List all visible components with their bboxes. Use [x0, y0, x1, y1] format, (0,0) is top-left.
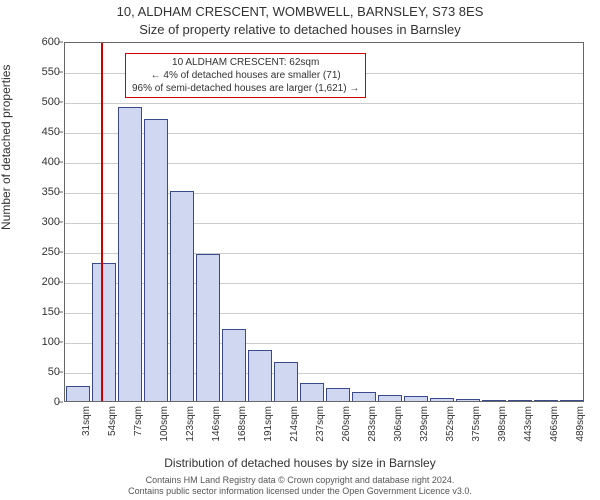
y-tick-label: 250	[20, 246, 60, 258]
histogram-bar	[326, 388, 351, 401]
histogram-bar	[66, 386, 91, 401]
x-tick-label: 214sqm	[289, 406, 300, 442]
histogram-bar	[404, 396, 429, 401]
gridline	[65, 103, 583, 104]
x-axis-label: Distribution of detached houses by size …	[0, 456, 600, 470]
x-tick-label: 100sqm	[159, 406, 170, 442]
x-tick-label: 260sqm	[341, 406, 352, 442]
y-tick-label: 0	[20, 396, 60, 408]
y-axis-label: Number of detached properties	[0, 65, 13, 230]
footer-line1: Contains HM Land Registry data © Crown c…	[0, 475, 600, 485]
histogram-bar	[274, 362, 299, 401]
x-tick-label: 191sqm	[263, 406, 274, 442]
y-tick-mark	[58, 222, 63, 223]
x-tick-label: 329sqm	[419, 406, 430, 442]
annotation-box: 10 ALDHAM CRESCENT: 62sqm← 4% of detache…	[125, 53, 366, 98]
x-tick-label: 168sqm	[237, 406, 248, 442]
footer-line2: Contains public sector information licen…	[0, 486, 600, 496]
histogram-bar	[144, 119, 169, 401]
y-tick-mark	[58, 372, 63, 373]
y-tick-label: 200	[20, 276, 60, 288]
y-tick-mark	[58, 342, 63, 343]
histogram-bar	[430, 398, 455, 401]
x-tick-label: 54sqm	[107, 406, 118, 436]
annotation-line3: 96% of semi-detached houses are larger (…	[132, 82, 359, 95]
annotation-line2: ← 4% of detached houses are smaller (71)	[132, 69, 359, 82]
y-tick-label: 550	[20, 66, 60, 78]
chart-container: 10, ALDHAM CRESCENT, WOMBWELL, BARNSLEY,…	[0, 0, 600, 500]
y-tick-mark	[58, 102, 63, 103]
y-tick-mark	[58, 192, 63, 193]
histogram-bar	[482, 400, 507, 401]
histogram-bar	[508, 400, 533, 401]
histogram-bar	[352, 392, 377, 401]
x-tick-label: 352sqm	[445, 406, 456, 442]
y-tick-label: 600	[20, 36, 60, 48]
histogram-bar	[170, 191, 195, 401]
footer-attribution: Contains HM Land Registry data © Crown c…	[0, 475, 600, 496]
y-tick-mark	[58, 132, 63, 133]
y-tick-mark	[58, 282, 63, 283]
x-tick-label: 466sqm	[549, 406, 560, 442]
histogram-bar	[534, 400, 559, 401]
histogram-bar	[222, 329, 247, 401]
histogram-bar	[248, 350, 273, 401]
x-tick-label: 489sqm	[575, 406, 586, 442]
y-tick-label: 50	[20, 366, 60, 378]
x-tick-label: 375sqm	[471, 406, 482, 442]
histogram-bar	[196, 254, 221, 401]
y-tick-label: 150	[20, 306, 60, 318]
y-tick-mark	[58, 42, 63, 43]
y-tick-mark	[58, 162, 63, 163]
x-tick-label: 283sqm	[367, 406, 378, 442]
x-tick-label: 306sqm	[393, 406, 404, 442]
x-tick-label: 443sqm	[523, 406, 534, 442]
x-tick-label: 146sqm	[211, 406, 222, 442]
page-title-line1: 10, ALDHAM CRESCENT, WOMBWELL, BARNSLEY,…	[0, 4, 600, 19]
page-title-line2: Size of property relative to detached ho…	[0, 22, 600, 37]
x-tick-label: 31sqm	[81, 406, 92, 436]
y-tick-label: 450	[20, 126, 60, 138]
histogram-bar	[456, 399, 481, 401]
y-tick-label: 300	[20, 216, 60, 228]
x-tick-label: 398sqm	[497, 406, 508, 442]
y-tick-mark	[58, 402, 63, 403]
y-tick-label: 400	[20, 156, 60, 168]
y-tick-label: 500	[20, 96, 60, 108]
y-tick-label: 350	[20, 186, 60, 198]
y-tick-mark	[58, 72, 63, 73]
x-tick-label: 77sqm	[133, 406, 144, 436]
histogram-bar	[300, 383, 325, 401]
x-tick-label: 123sqm	[185, 406, 196, 442]
histogram-bar	[378, 395, 403, 401]
histogram-bar	[92, 263, 117, 401]
x-tick-label: 237sqm	[315, 406, 326, 442]
annotation-line1: 10 ALDHAM CRESCENT: 62sqm	[132, 56, 359, 69]
property-marker-line	[101, 43, 103, 401]
y-tick-label: 100	[20, 336, 60, 348]
y-tick-mark	[58, 252, 63, 253]
y-tick-mark	[58, 312, 63, 313]
histogram-bar	[118, 107, 143, 401]
plot-area: 10 ALDHAM CRESCENT: 62sqm← 4% of detache…	[64, 42, 584, 402]
histogram-bar	[560, 400, 585, 401]
